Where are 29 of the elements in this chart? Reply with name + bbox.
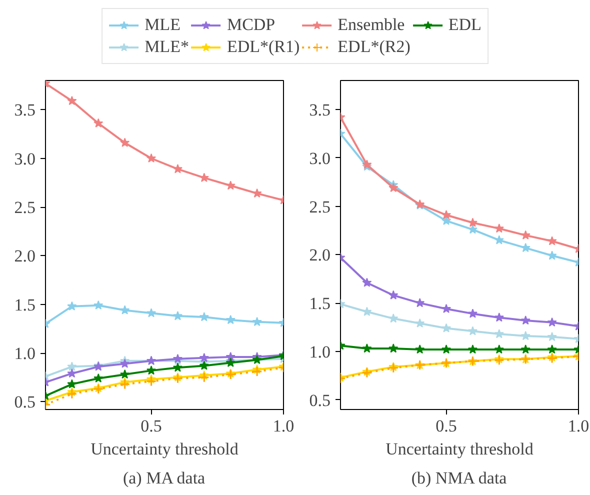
y-tick-label: 2.5 [14, 198, 36, 218]
legend-label: MLE [144, 15, 180, 35]
legend-label: MCDP [226, 15, 276, 35]
y-tick-label: 3.5 [14, 100, 36, 120]
y-tick-label: 1.0 [309, 342, 330, 362]
y-tick-label: 2.0 [14, 246, 36, 266]
legend-label: EDL*(R1) [226, 37, 300, 57]
y-tick-label: 2.5 [309, 197, 330, 216]
legend-label: MLE* [144, 37, 189, 57]
legend-label: EDL [448, 15, 482, 35]
x-tick-label: 1.0 [568, 416, 590, 436]
x-tick-label: 0.5 [436, 416, 457, 436]
legend-label: Ensemble [338, 15, 405, 35]
text: (b) NMA data [411, 468, 508, 488]
y-tick-label: 2.0 [309, 246, 330, 265]
x-axis-title: Uncertainty threshold [386, 440, 534, 458]
y-tick-label: 1.5 [14, 295, 36, 314]
y-tick-label: 3.0 [309, 148, 330, 168]
x-tick-label: 1.0 [272, 416, 294, 436]
y-tick-label: 3.0 [14, 149, 36, 168]
x-tick-label: 0.5 [140, 416, 162, 436]
y-tick-label: 0.5 [14, 392, 36, 412]
y-tick-label: 0.5 [309, 390, 330, 410]
legend-label: EDL*(R2) [338, 37, 410, 57]
y-tick-label: 3.5 [309, 100, 330, 120]
y-tick-label: 1.5 [309, 294, 330, 314]
y-tick-label: 1.0 [14, 344, 36, 364]
x-axis-title: Uncertainty threshold [90, 440, 239, 458]
text: (a) MA data [122, 468, 206, 488]
